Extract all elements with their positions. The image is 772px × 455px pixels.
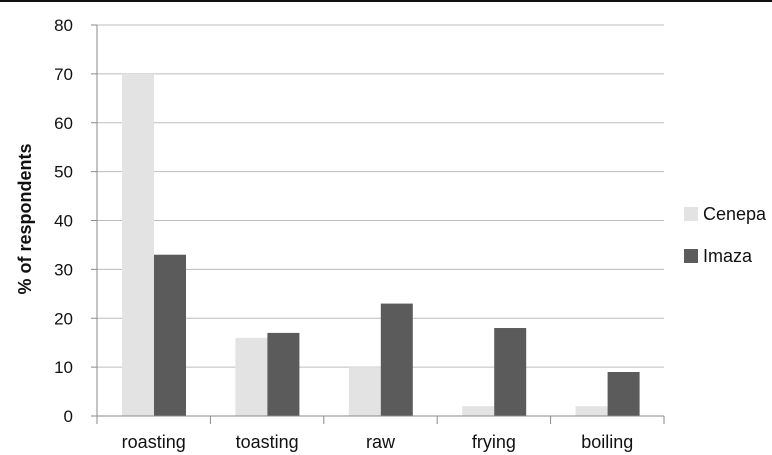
bar-cenepa-toasting (235, 337, 268, 416)
y-tick-label: 40 (54, 212, 73, 231)
x-tick-labels: roasting toasting raw frying boiling (122, 432, 634, 452)
bar-imaza-toasting (267, 332, 300, 416)
x-tick-label-frying: frying (472, 432, 516, 452)
y-tick-labels: 0 10 20 30 40 50 60 70 80 (54, 16, 73, 426)
y-tick-label: 10 (54, 358, 73, 377)
top-border-line (0, 0, 772, 2)
bar-cenepa-roasting (122, 73, 154, 416)
legend-label-imaza: Imaza (703, 246, 753, 266)
gridlines (97, 24, 664, 368)
y-tick-label: 80 (54, 16, 73, 35)
x-tick-label-toasting: toasting (236, 432, 299, 452)
legend-swatch-imaza (684, 249, 698, 263)
y-axis-label: % of respondents (15, 143, 35, 294)
y-tick-label: 70 (54, 65, 73, 84)
axes (91, 24, 665, 424)
bar-imaza-frying (494, 328, 527, 416)
legend-swatch-cenepa (684, 207, 698, 221)
y-tick-label: 30 (54, 260, 73, 279)
x-tick-label-roasting: roasting (122, 432, 186, 452)
y-tick-label: 50 (54, 163, 73, 182)
y-tick-label: 60 (54, 114, 73, 133)
legend: Cenepa Imaza (684, 204, 767, 266)
bar-imaza-boiling (607, 372, 640, 416)
x-tick-label-raw: raw (366, 432, 396, 452)
bar-cenepa-raw (348, 367, 381, 416)
bars (122, 73, 640, 416)
y-tick-label: 20 (54, 309, 73, 328)
x-tick-label-boiling: boiling (581, 432, 633, 452)
bar-cenepa-frying (462, 406, 495, 416)
y-tick-label: 0 (64, 407, 73, 426)
bar-imaza-raw (380, 303, 413, 416)
bar-imaza-roasting (154, 254, 186, 416)
bar-cenepa-boiling (575, 406, 608, 416)
legend-label-cenepa: Cenepa (703, 204, 767, 224)
